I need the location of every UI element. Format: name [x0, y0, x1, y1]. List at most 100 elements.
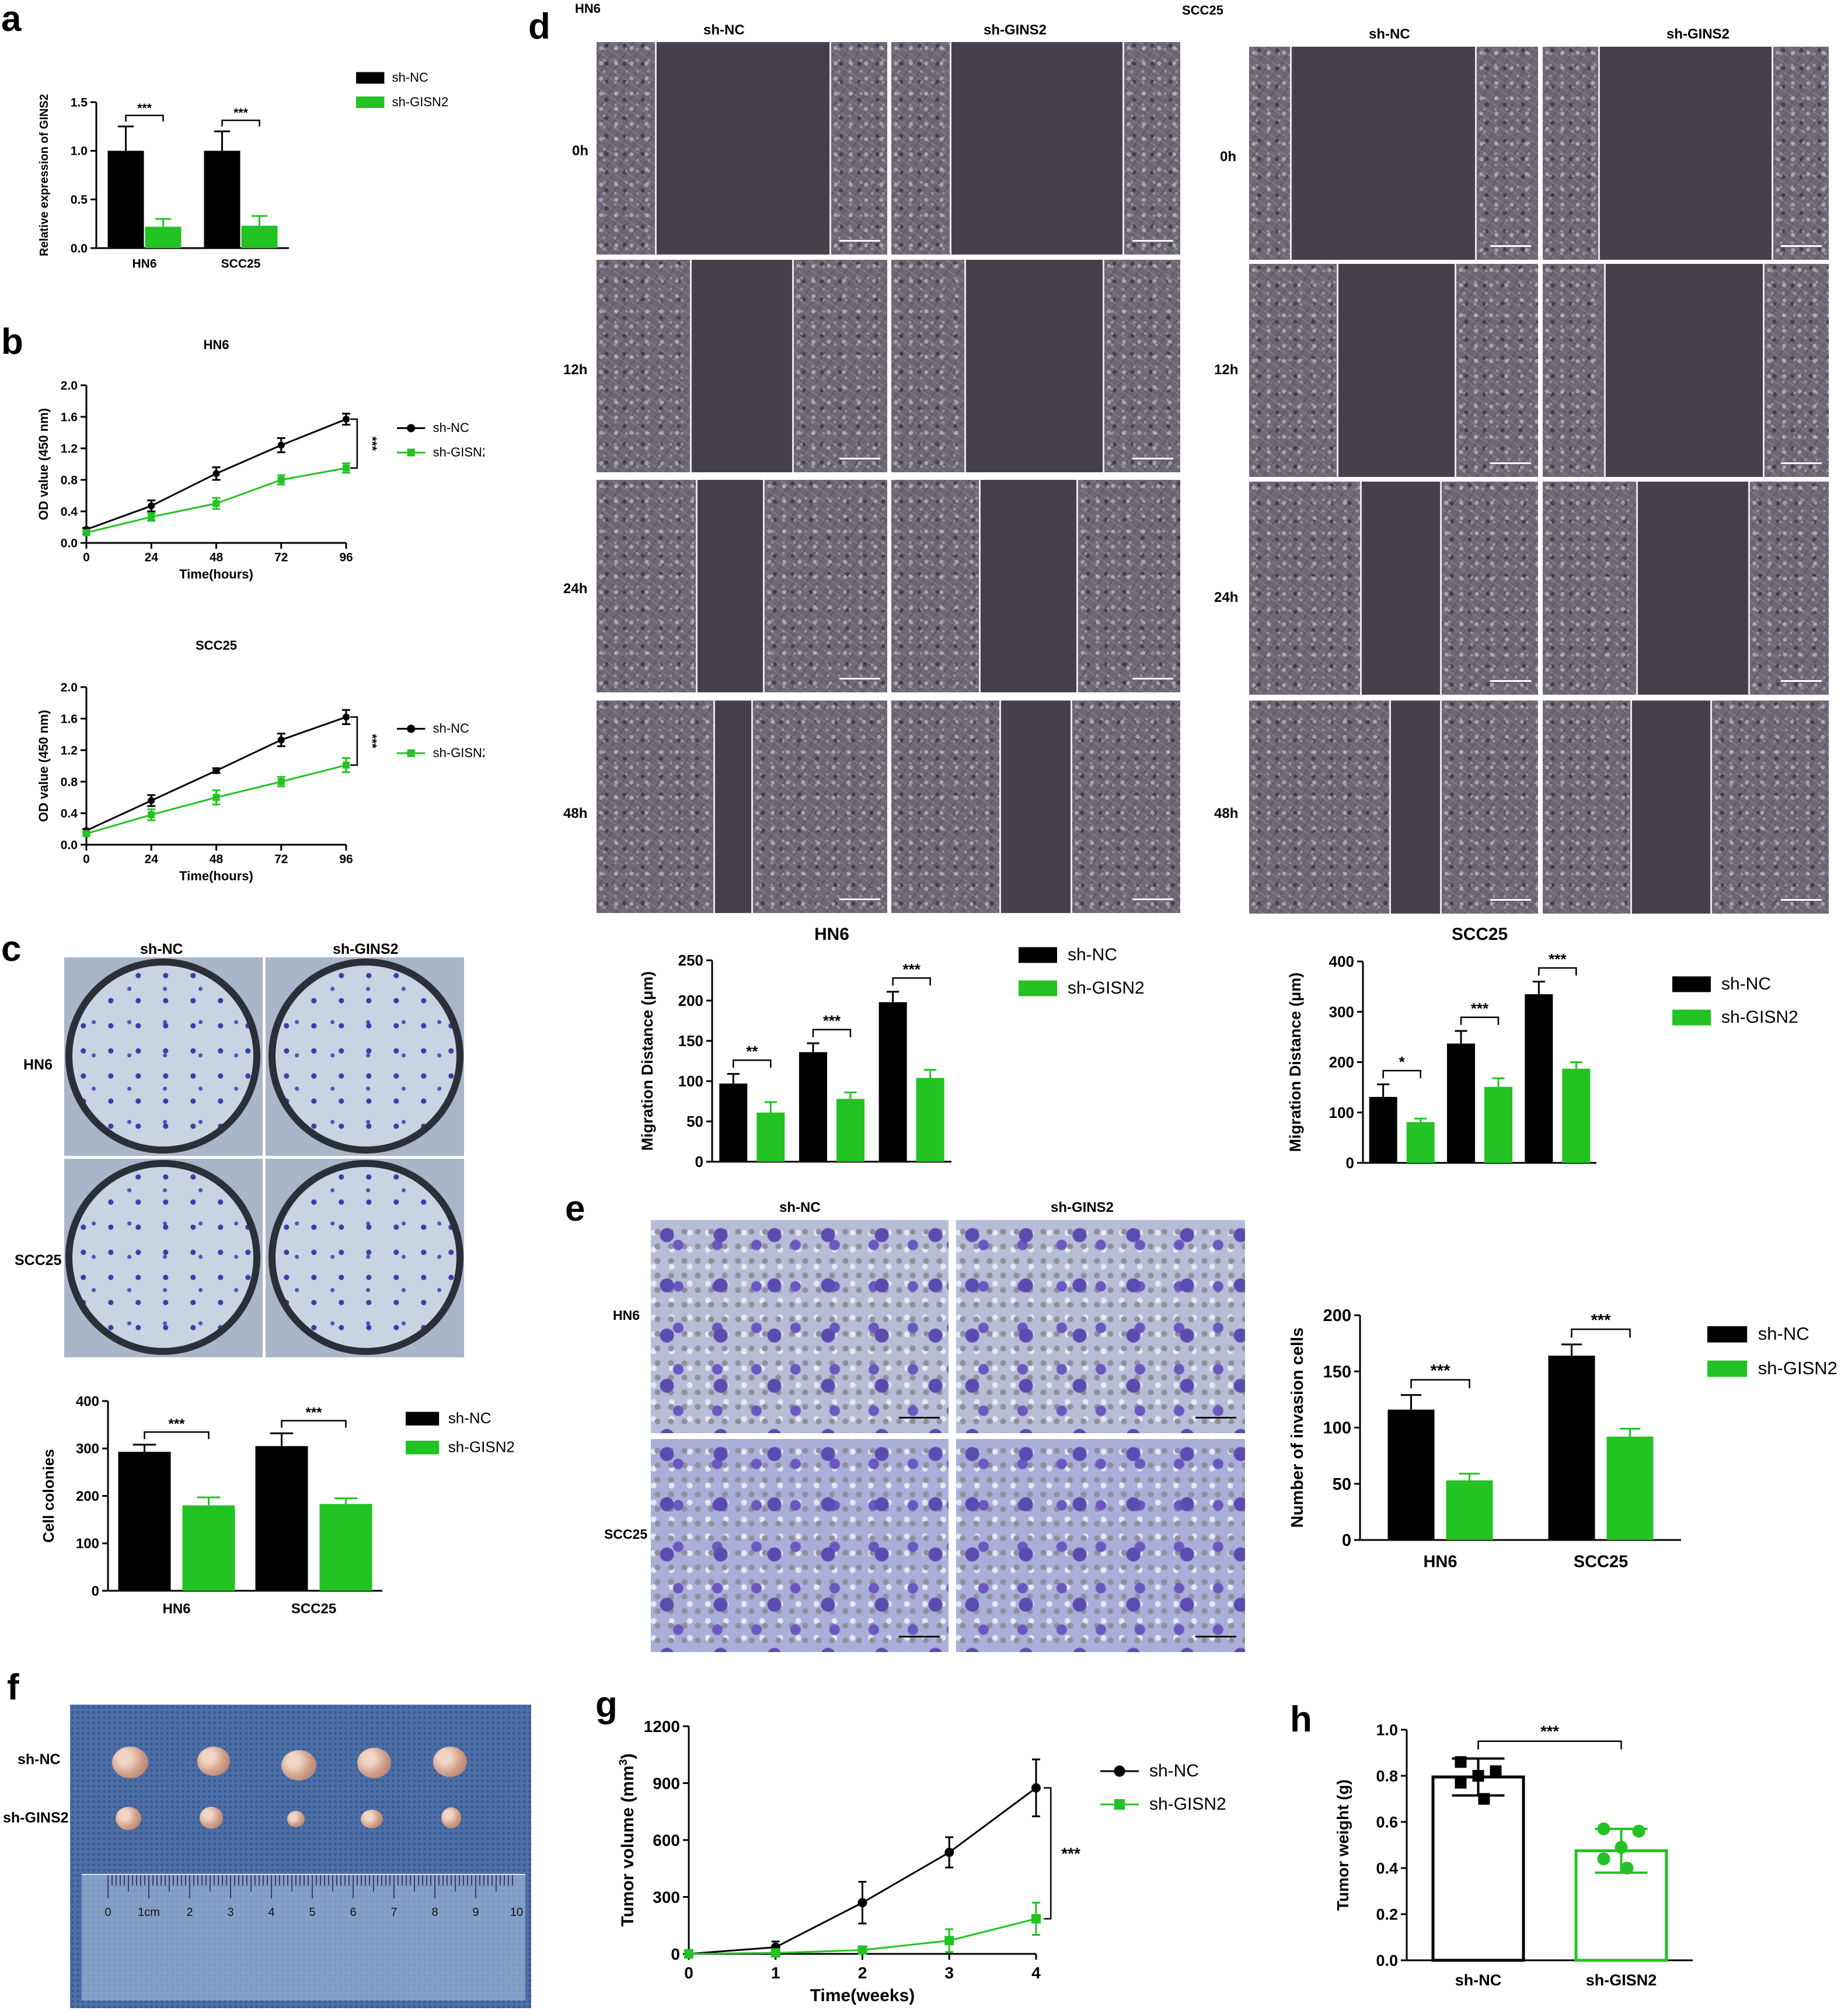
g-ylabel: Tumor volume (mm3): [617, 1754, 637, 1927]
e-bar: [1606, 1436, 1654, 1540]
d-hn6-time-48h: 48h: [563, 806, 588, 821]
b1-ytick-label: 1.2: [61, 442, 78, 455]
g-xlabel: Time(weeks): [810, 1986, 915, 2005]
d2-bar: [1406, 1122, 1435, 1163]
e-row-label-hn6: HN6: [613, 1308, 640, 1323]
tumor-gins2-2: [200, 1807, 223, 1829]
c-row-label-hn6: HN6: [23, 1057, 53, 1073]
g-xtick-label: 2: [858, 1964, 867, 1982]
d-scc25-time-48h: 48h: [1214, 806, 1239, 821]
wound-hn6-nc-48h: [597, 701, 887, 913]
tumor-photo: 0 1cm 2 3 4 5 6 7 8 9 10: [70, 1705, 531, 2008]
a-legend-label: sh-NC: [392, 70, 428, 85]
g-legend-marker: [1114, 1799, 1125, 1810]
ruler: 0 1cm 2 3 4 5 6 7 8 9 10: [82, 1874, 525, 2001]
d2-ytick-label: 300: [1329, 1003, 1354, 1020]
colony-photo-scc25-gins2: [266, 1159, 464, 1357]
d-hn6-title: HN6: [575, 1, 601, 16]
d-scc25-col-nc: sh-NC: [1369, 26, 1410, 42]
b1-xtick-label: 24: [145, 551, 159, 565]
b1-sig-stars: ***: [365, 437, 379, 451]
d1-sig-stars: ***: [902, 960, 920, 978]
b1-point: [277, 441, 285, 449]
b1-ylabel: OD value (450 nm): [36, 408, 51, 520]
c-bar: [118, 1451, 171, 1591]
e-ytick-label: 100: [1323, 1419, 1351, 1438]
chart-e-invasion: 0 50 100 150 200 Number of invasion cells HN6 *…: [1288, 1306, 1837, 1571]
d1-ylabel: Migration Distance (μm): [639, 971, 656, 1151]
c-bar: [255, 1446, 308, 1591]
b2-point: [212, 767, 220, 775]
g-ytick-label: 0: [671, 1945, 680, 1963]
g-series-line: [688, 1787, 1037, 1955]
tumor-nc-4: [357, 1748, 391, 1778]
g-point: [770, 1948, 780, 1958]
panel-letter-f: f: [7, 1667, 19, 1708]
d-hn6-time-24h: 24h: [563, 581, 588, 597]
c-bar: [319, 1504, 372, 1591]
tumor-gins2-4: [361, 1810, 383, 1828]
d-hn6-time-12h: 12h: [563, 362, 588, 378]
g-ylabel-sup: 3: [617, 1759, 630, 1765]
a-legend-swatch: [356, 96, 385, 109]
wound-scc25-gins2-0h: [1543, 47, 1829, 260]
c-col-label-gins2: sh-GINS2: [333, 941, 399, 957]
c-legend-label: sh-GISN2: [448, 1438, 514, 1455]
ruler-label: 1cm: [138, 1906, 160, 1919]
b2-ytick-label: 0.8: [61, 775, 78, 789]
chart-b-scc25-cck8: 0.0 0.4 0.8 1.2 1.6 2.0 OD value (450 nm) 0 24 48…: [36, 638, 484, 883]
a-sig-stars: ***: [137, 102, 152, 115]
g-xtick-label: 3: [944, 1964, 954, 1982]
b2-point: [277, 736, 285, 744]
a-legend-swatch: [356, 72, 385, 84]
h-ylabel: Tumor weight (g): [1334, 1779, 1352, 1911]
d2-bar: [1369, 1097, 1397, 1163]
b2-sig-stars: ***: [365, 734, 379, 748]
e-sig-stars: ***: [1591, 1311, 1612, 1330]
h-point: [1478, 1793, 1490, 1805]
b1-title: HN6: [203, 337, 229, 352]
wound-hn6-nc-0h: [597, 42, 887, 255]
a-ylabel: Relative expression of GINS2: [38, 94, 51, 256]
d-scc25-time-12h: 12h: [1214, 362, 1239, 378]
e-category-label: HN6: [1423, 1552, 1457, 1571]
b2-xtick-label: 72: [274, 853, 288, 866]
e-legend-label: sh-GISN2: [1758, 1358, 1837, 1378]
b2-xtick-label: 24: [145, 853, 159, 866]
d1-sig-bracket: [812, 1029, 852, 1037]
b1-point: [148, 513, 155, 521]
c-category-label: SCC25: [291, 1601, 336, 1616]
b2-ytick-label: 1.6: [61, 712, 78, 726]
d2-legend-swatch: [1672, 1009, 1711, 1026]
e-sig-bracket: [1410, 1379, 1470, 1389]
b2-title: SCC25: [196, 638, 237, 653]
b1-legend-marker: [407, 448, 415, 457]
b2-xtick-label: 0: [83, 853, 90, 866]
d1-sig-bracket: [892, 977, 931, 986]
d2-ytick-label: 100: [1329, 1104, 1354, 1121]
c-legend-swatch: [406, 1440, 440, 1455]
b2-ylabel: OD value (450 nm): [36, 710, 51, 822]
b2-sig-bracket: [350, 716, 358, 766]
g-ytick-label: 300: [653, 1888, 680, 1906]
panel-letter-g: g: [595, 1685, 618, 1725]
a-bar: [145, 227, 182, 248]
ruler-label: 2: [186, 1906, 193, 1919]
h-sig-stars: ***: [1540, 1723, 1559, 1740]
a-sig-stars: ***: [233, 106, 248, 120]
d-scc25-time-24h: 24h: [1214, 590, 1239, 605]
ruler-label: 0: [104, 1906, 111, 1919]
h-ytick-label: 0.4: [1376, 1859, 1398, 1877]
g-point: [857, 1945, 867, 1955]
transwell-hn6-nc: [651, 1220, 949, 1433]
h-category-label: sh-NC: [1455, 1971, 1502, 1989]
tumor-gins2-1: [116, 1807, 141, 1830]
g-xtick-label: 4: [1031, 1964, 1041, 1982]
g-legend-label: sh-GISN2: [1149, 1795, 1226, 1814]
ruler-label: 9: [472, 1906, 479, 1919]
b1-legend-label: sh-GISN2: [433, 445, 484, 459]
d-scc25-title: SCC25: [1182, 3, 1223, 18]
d2-ylabel: Migration Distance (μm): [1286, 973, 1304, 1152]
b1-xlabel: Time(hours): [179, 567, 253, 581]
tumor-nc-2: [197, 1747, 230, 1776]
